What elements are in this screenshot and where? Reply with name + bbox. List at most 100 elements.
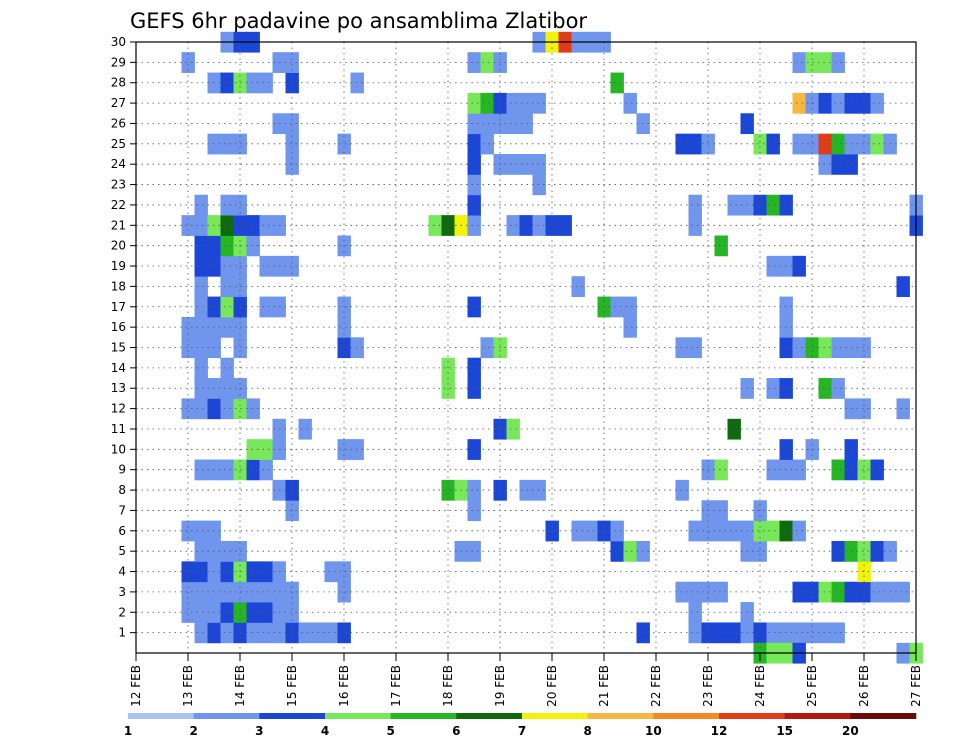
colorbar-segment (259, 713, 326, 719)
x-tick-label: 27 FEB (909, 665, 923, 707)
x-tick-label: 23 FEB (701, 665, 715, 707)
colorbar-segment (850, 713, 917, 719)
heatmap-cell (467, 296, 481, 318)
heatmap-cell (714, 500, 728, 522)
heatmap-cell (480, 92, 494, 114)
heatmap-cell (610, 540, 624, 562)
y-tick-label: 26 (111, 116, 126, 130)
heatmap-cell (506, 215, 520, 236)
heatmap-cell (792, 581, 806, 603)
heatmap-cell (467, 92, 481, 114)
heatmap-cell (259, 459, 273, 481)
heatmap-cell (194, 622, 208, 644)
heatmap-cell (532, 92, 546, 114)
heatmap-cell (896, 398, 910, 420)
heatmap-cell (818, 154, 832, 175)
heatmap-cell (467, 215, 481, 236)
heatmap-cell (831, 92, 845, 114)
heatmap-cell (324, 622, 338, 644)
heatmap-cell (220, 194, 234, 216)
heatmap-cell (467, 357, 481, 379)
y-tick-label: 1 (118, 626, 126, 640)
heatmap-cell (792, 255, 806, 277)
heatmap-cell (337, 561, 351, 583)
heatmap-cell (220, 72, 234, 94)
heatmap-cell (857, 540, 871, 562)
heatmap-cell (220, 602, 234, 623)
heatmap-cell (831, 540, 845, 562)
heatmap-cell (259, 561, 273, 583)
heatmap-cell (233, 72, 247, 94)
y-tick-label: 3 (118, 585, 126, 599)
colorbar-label: 12 (711, 724, 728, 738)
heatmap-cell (337, 337, 351, 359)
heatmap-cell (532, 215, 546, 236)
heatmap-cell (220, 316, 234, 338)
heatmap-cell (233, 337, 247, 359)
heatmap-cell (246, 439, 260, 460)
heatmap-cell (688, 337, 702, 359)
y-tick-label: 8 (118, 483, 126, 497)
heatmap-cell (259, 581, 273, 603)
heatmap-cell (220, 296, 234, 318)
colorbar-label: 3 (255, 724, 263, 738)
x-tick-label: 25 FEB (805, 665, 819, 707)
colorbar-label: 7 (518, 724, 526, 738)
heatmap-cell (506, 154, 520, 175)
heatmap-cell (233, 316, 247, 338)
heatmap-cell (792, 337, 806, 359)
heatmap-cell (337, 622, 351, 644)
heatmap-cell (259, 72, 273, 94)
y-tick-label: 18 (111, 279, 126, 293)
y-tick-label: 28 (111, 76, 126, 90)
heatmap-cell (194, 276, 208, 297)
x-tick-label: 18 FEB (441, 665, 455, 707)
heatmap-cell (870, 92, 884, 114)
heatmap-cell (792, 52, 806, 73)
x-tick-label: 16 FEB (337, 665, 351, 707)
colorbar-label: 1 (124, 724, 132, 738)
heatmap-cell (584, 520, 598, 542)
heatmap-cell (480, 337, 494, 359)
x-tick-label: 21 FEB (597, 665, 611, 707)
y-tick-label: 24 (111, 157, 126, 171)
y-tick-label: 16 (111, 320, 126, 334)
heatmap-cell (519, 215, 533, 236)
heatmap-cell (519, 113, 533, 135)
heatmap-cell (818, 378, 832, 399)
heatmap-cell (259, 255, 273, 277)
heatmap-cell (233, 194, 247, 216)
y-tick-label: 14 (111, 361, 126, 375)
heatmap-cell (233, 398, 247, 420)
heatmap-cell (220, 459, 234, 481)
heatmap-cell (766, 255, 780, 277)
heatmap-cell (285, 72, 299, 94)
colorbar-label: 2 (189, 724, 197, 738)
y-tick-label: 27 (111, 96, 126, 110)
y-tick-label: 15 (111, 341, 126, 355)
heatmap-cell (246, 602, 260, 623)
heatmap-cell (545, 215, 559, 236)
heatmap-cell (467, 194, 481, 216)
heatmap-cell (259, 622, 273, 644)
heatmap-cell (246, 72, 260, 94)
heatmap-cell (766, 622, 780, 644)
y-tick-label: 9 (118, 463, 126, 477)
heatmap-cell (519, 154, 533, 175)
heatmap-cell (896, 276, 910, 297)
heatmap-cell (857, 561, 871, 583)
heatmap-cell (233, 602, 247, 623)
heatmap-cell (727, 194, 741, 216)
heatmap-cell (714, 520, 728, 542)
x-tick-label: 17 FEB (389, 665, 403, 707)
heatmap-cell (220, 357, 234, 379)
y-tick-label: 21 (111, 218, 126, 232)
heatmap-cell (532, 174, 546, 196)
heatmap-cell (792, 92, 806, 114)
heatmap-cell (246, 561, 260, 583)
heatmap-cell (753, 520, 767, 542)
heatmap-cell (181, 602, 195, 623)
y-tick-label: 13 (111, 381, 126, 395)
heatmap-cell (480, 133, 494, 155)
x-tick-label: 26 FEB (857, 665, 871, 707)
